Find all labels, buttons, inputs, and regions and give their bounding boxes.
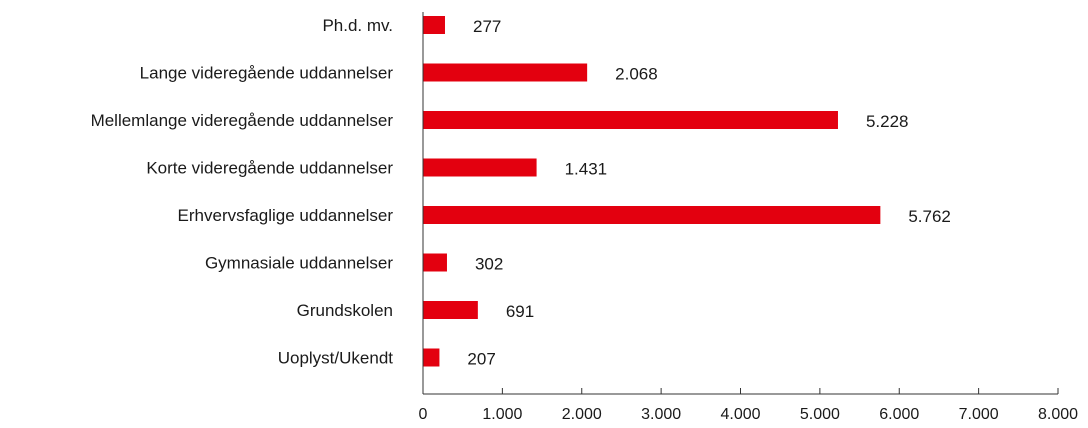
x-tick-label-6: 6.000 [879,406,919,423]
category-label-4: Erhvervsfaglige uddannelser [178,206,394,225]
value-label-1: 2.068 [615,65,658,84]
bar-1 [423,63,588,82]
x-tick-label-2: 2.000 [562,406,602,423]
x-tick-label-1: 1.000 [482,406,522,423]
bar-6 [423,301,478,319]
value-label-5: 302 [475,255,503,274]
category-label-0: Ph.d. mv. [322,16,393,35]
value-label-2: 5.228 [866,112,909,131]
value-label-3: 1.431 [565,160,608,179]
value-label-4: 5.762 [908,207,951,226]
value-label-6: 691 [506,302,534,321]
category-label-5: Gymnasiale uddannelser [205,254,393,273]
x-tick-label-0: 0 [419,406,428,423]
x-axis-tick-labels: 0 1.000 2.000 3.000 4.000 5.000 6.000 7.000 8.00… [419,406,1079,423]
x-tick-label-5: 5.000 [800,406,840,423]
category-label-6: Grundskolen [297,301,393,320]
x-axis-ticks [422,388,1059,394]
category-label-3: Korte videregående uddannelser [146,159,393,178]
value-labels: 277 2.068 5.228 1.431 5.762 302 691 207 [467,17,950,369]
x-tick-label-4: 4.000 [720,406,760,423]
value-label-7: 207 [467,350,495,369]
x-tick-label-3: 3.000 [641,406,681,423]
category-label-7: Uoplyst/Ukendt [278,349,394,368]
bars-group [423,16,881,367]
bar-3 [423,158,537,177]
category-labels: Ph.d. mv. Lange videregående uddannelser M… [91,16,394,368]
category-label-2: Mellemlange videregående uddannelser [91,111,394,130]
bar-7 [423,348,440,367]
x-tick-label-7: 7.000 [959,406,999,423]
bar-0 [423,16,445,34]
bar-4 [423,206,881,224]
bar-2 [423,111,838,129]
category-label-1: Lange videregående uddannelser [140,64,394,83]
x-tick-label-8: 8.000 [1038,406,1078,423]
value-label-0: 277 [473,17,501,36]
bar-5 [423,253,447,272]
